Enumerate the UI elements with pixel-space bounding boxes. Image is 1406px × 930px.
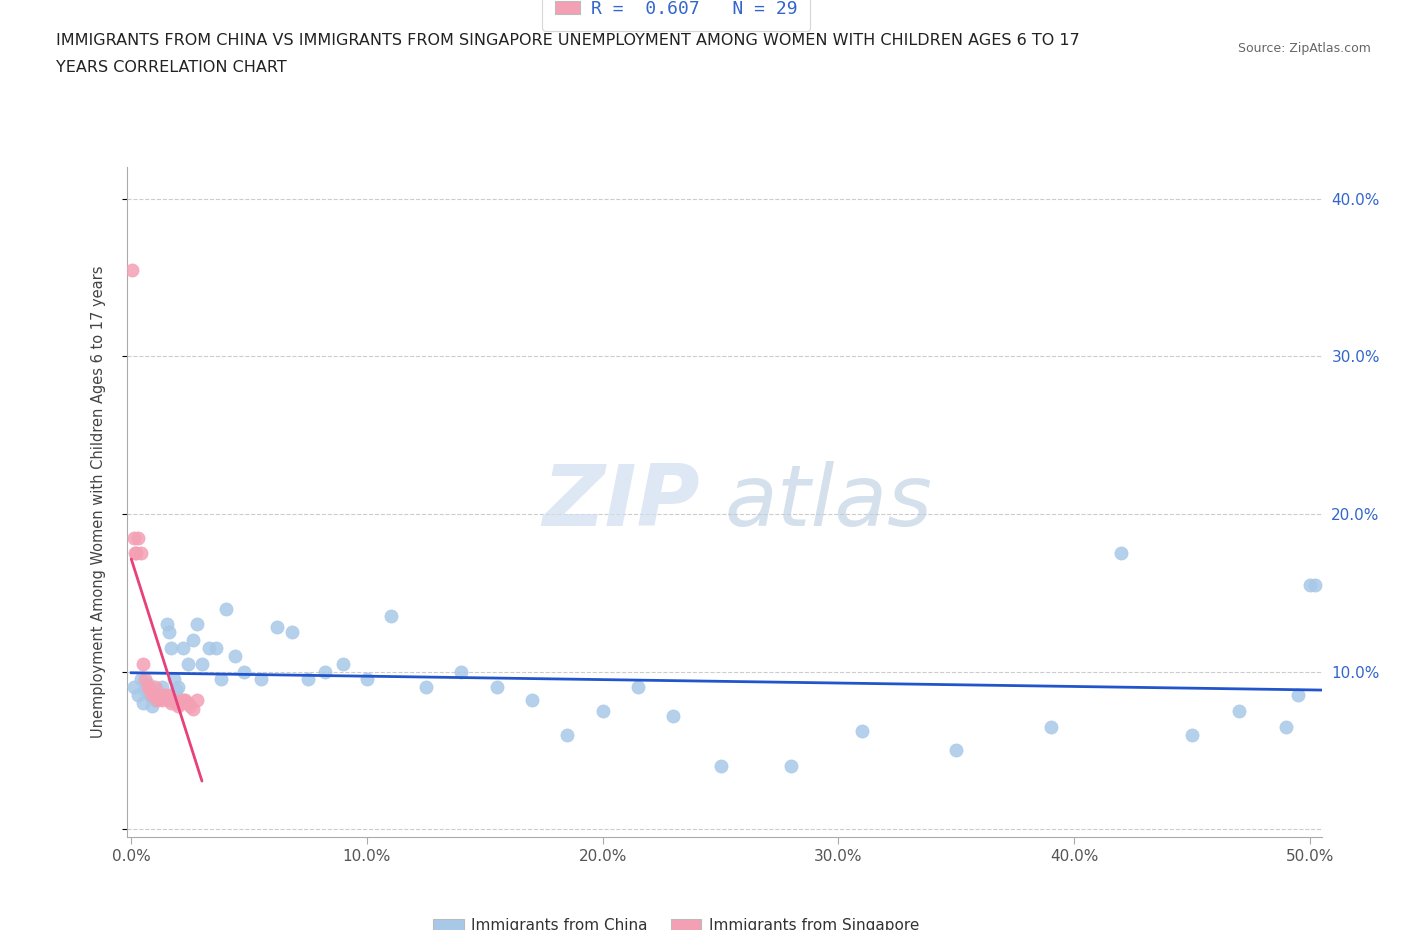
Point: [186, 693, 208, 708]
Point: [127, 688, 149, 703]
Point: [198, 641, 221, 656]
Point: [157, 625, 180, 640]
Point: [172, 641, 194, 656]
Point: [214, 601, 236, 616]
Point: [121, 262, 143, 277]
Point: [160, 641, 183, 656]
Point: [1275, 719, 1298, 734]
Point: [1299, 578, 1322, 592]
Point: [233, 664, 256, 679]
Text: ZIP: ZIP: [543, 460, 700, 544]
Point: [280, 625, 302, 640]
Point: [1181, 727, 1204, 742]
Point: [380, 609, 402, 624]
Point: [124, 546, 146, 561]
Text: YEARS CORRELATION CHART: YEARS CORRELATION CHART: [56, 60, 287, 75]
Point: [141, 688, 163, 703]
Point: [177, 657, 200, 671]
Point: [174, 693, 197, 708]
Point: [332, 657, 354, 671]
Point: [1109, 546, 1132, 561]
Point: [141, 698, 163, 713]
Point: [780, 759, 803, 774]
Point: [160, 696, 183, 711]
Point: [122, 530, 145, 545]
Point: [146, 693, 169, 708]
Point: [129, 672, 152, 687]
Point: [134, 683, 156, 698]
Point: [179, 698, 201, 713]
Point: [132, 696, 155, 711]
Point: [167, 680, 190, 695]
Point: [157, 693, 180, 708]
Point: [143, 693, 166, 708]
Point: [1039, 719, 1062, 734]
Point: [122, 680, 145, 695]
Point: [177, 696, 200, 711]
Point: [1303, 578, 1326, 592]
Point: [163, 672, 186, 687]
Point: [181, 702, 204, 717]
Point: [250, 672, 273, 687]
Point: [156, 617, 179, 631]
Point: [165, 683, 187, 698]
Text: IMMIGRANTS FROM CHINA VS IMMIGRANTS FROM SINGAPORE UNEMPLOYMENT AMONG WOMEN WITH: IMMIGRANTS FROM CHINA VS IMMIGRANTS FROM…: [56, 33, 1080, 47]
Point: [415, 680, 437, 695]
Point: [134, 672, 156, 687]
Point: [150, 680, 173, 695]
Y-axis label: Unemployment Among Women with Children Ages 6 to 17 years: Unemployment Among Women with Children A…: [91, 266, 105, 738]
Point: [1286, 688, 1309, 703]
Point: [150, 693, 173, 708]
Point: [224, 648, 246, 663]
Point: [356, 672, 378, 687]
Point: [557, 727, 579, 742]
Point: [153, 688, 176, 703]
Text: Source: ZipAtlas.com: Source: ZipAtlas.com: [1237, 42, 1371, 55]
Point: [167, 698, 190, 713]
Point: [165, 696, 187, 711]
Point: [170, 696, 193, 711]
Point: [139, 688, 162, 703]
Text: atlas: atlas: [724, 460, 932, 544]
Point: [450, 664, 472, 679]
Point: [520, 693, 543, 708]
Point: [139, 683, 162, 698]
Point: [314, 664, 336, 679]
Point: [181, 632, 204, 647]
Point: [191, 657, 214, 671]
Point: [627, 680, 650, 695]
Point: [709, 759, 731, 774]
Point: [945, 743, 967, 758]
Point: [592, 703, 614, 718]
Point: [125, 546, 148, 561]
Point: [662, 709, 685, 724]
Point: [851, 724, 873, 738]
Point: [132, 657, 155, 671]
Point: [136, 677, 159, 692]
Point: [143, 680, 166, 695]
Point: [186, 617, 208, 631]
Point: [129, 546, 152, 561]
Point: [148, 691, 170, 706]
Point: [1227, 703, 1250, 718]
Point: [163, 693, 186, 708]
Legend: Immigrants from China, Immigrants from Singapore: Immigrants from China, Immigrants from S…: [427, 911, 925, 930]
Point: [136, 680, 159, 695]
Point: [156, 688, 179, 703]
Point: [146, 683, 169, 698]
Point: [127, 530, 149, 545]
Point: [148, 691, 170, 706]
Point: [266, 620, 288, 635]
Point: [205, 641, 228, 656]
Point: [209, 672, 232, 687]
Point: [297, 672, 319, 687]
Point: [485, 680, 508, 695]
Point: [172, 693, 194, 708]
